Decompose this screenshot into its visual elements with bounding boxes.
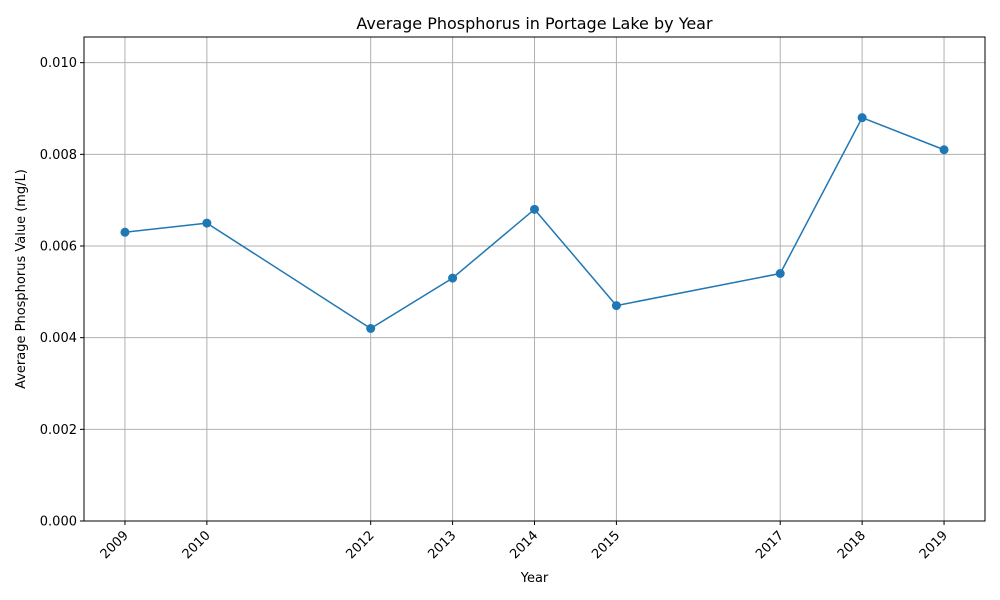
data-point <box>775 269 785 278</box>
series-layer <box>120 113 949 333</box>
y-tick-label: 0.002 <box>40 423 77 438</box>
data-point <box>366 324 376 333</box>
x-axis-label: Year <box>520 571 549 586</box>
data-point <box>448 273 458 283</box>
data-point <box>939 145 949 155</box>
data-point <box>202 218 212 228</box>
y-tick-label: 0.006 <box>40 240 77 255</box>
y-tick-label: 0.000 <box>40 515 77 530</box>
data-point <box>611 301 621 311</box>
data-point <box>120 227 130 237</box>
chart-title: Average Phosphorus in Portage Lake by Ye… <box>356 14 713 33</box>
y-tick-label: 0.004 <box>40 331 77 346</box>
y-axis: 0.000 0.002 0.004 0.006 0.008 0.010 <box>40 56 84 530</box>
y-axis-label: Average Phosphorus Value (mg/L) <box>14 169 29 389</box>
data-point <box>857 113 867 123</box>
y-tick-label: 0.010 <box>40 56 77 71</box>
data-point <box>530 204 539 214</box>
y-tick-label: 0.008 <box>40 148 77 163</box>
